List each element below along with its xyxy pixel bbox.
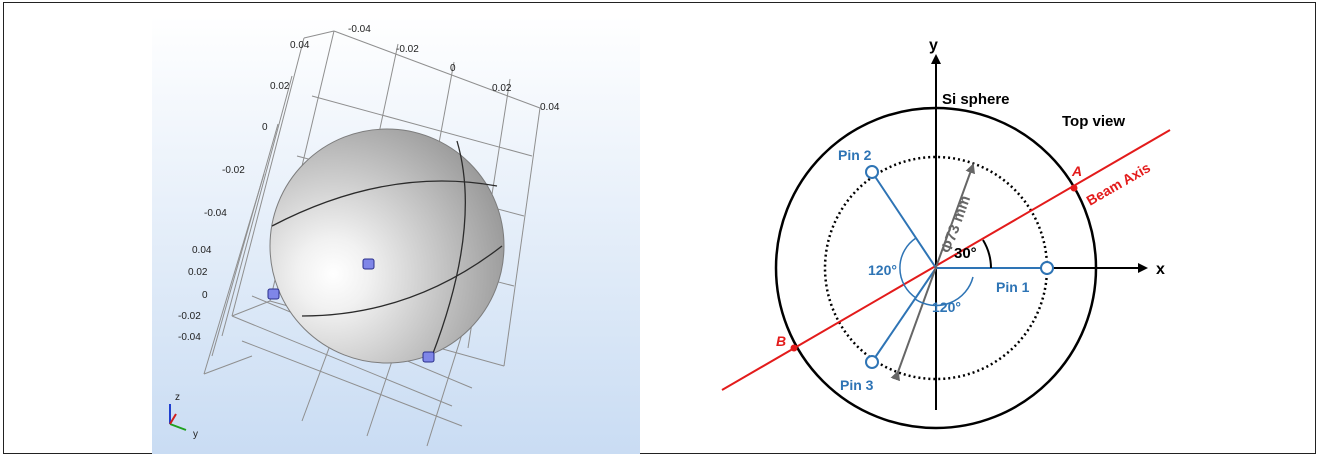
tick-top-y-4: -0.02	[222, 165, 245, 176]
pin-marker-center	[362, 258, 375, 270]
top-view-diagram: x y A B Beam Axis Pin 1 Pin 2 Pin 3 Φ73 …	[721, 37, 1171, 430]
tick-left-z-3: 0	[202, 290, 208, 301]
point-a-label: A	[1071, 163, 1082, 179]
tick-left-z-5: -0.04	[178, 332, 201, 343]
beam-axis-label: Beam Axis	[1084, 159, 1154, 208]
pin-3-label: Pin 3	[840, 377, 874, 393]
tick-top-x-2: -0.02	[396, 44, 419, 55]
tick-top-y-1: 0.04	[290, 40, 310, 51]
tick-top-x-4: 0.02	[492, 83, 512, 94]
angle-pins-bottom-label: 120°	[932, 299, 961, 315]
top-view-label: Top view	[1062, 113, 1125, 130]
triad-z-label: z	[175, 392, 180, 403]
point-a-marker	[1070, 184, 1078, 192]
pin-3-line	[871, 267, 937, 363]
si-sphere-label: Si sphere	[942, 91, 1010, 108]
tick-top-y-2: 0.02	[270, 81, 290, 92]
pin-2-line	[871, 171, 937, 269]
pin-marker-left	[267, 288, 280, 300]
beam-axis-line	[721, 129, 1171, 391]
tick-left-z-2: 0.02	[188, 267, 208, 278]
pin-marker-bottom	[422, 351, 435, 363]
point-b-label: B	[776, 333, 786, 349]
pin-1-marker	[1040, 261, 1054, 275]
tick-top-y-5: -0.04	[204, 208, 227, 219]
tick-left-z-4: -0.02	[178, 311, 201, 322]
pin-1-label: Pin 1	[996, 279, 1030, 295]
diameter-arrow	[890, 163, 975, 382]
angle-arc-120-left	[899, 237, 917, 299]
point-b-marker	[790, 344, 798, 352]
tick-left-z-1: 0.04	[192, 245, 212, 256]
tick-top-x-1: -0.04	[348, 24, 371, 35]
pin-markers	[267, 258, 435, 363]
axis-triad: z y	[169, 392, 198, 440]
tick-top-y-3: 0	[262, 122, 268, 133]
angle-arc-30	[982, 239, 992, 269]
pin-3-marker	[865, 355, 879, 369]
pin-2-label: Pin 2	[838, 147, 872, 163]
sphere	[269, 128, 505, 364]
angle-beam-label: 30°	[954, 245, 977, 262]
tick-top-x-5: 0.04	[540, 102, 560, 113]
triad-y-label: y	[193, 429, 198, 440]
tick-top-x-3: 0	[450, 63, 456, 74]
angle-arc-120-bottom	[914, 276, 974, 307]
angle-pins-left-label: 120°	[868, 262, 897, 278]
sphere-seam-lines	[271, 140, 503, 357]
y-axis-label: y	[929, 37, 938, 54]
x-axis-label: x	[1156, 261, 1165, 278]
sphere-3d-view: -0.04 -0.02 0 0.02 0.04 0.04 0.02 0 -0.0…	[152, 16, 640, 454]
pin-2-marker	[865, 165, 879, 179]
